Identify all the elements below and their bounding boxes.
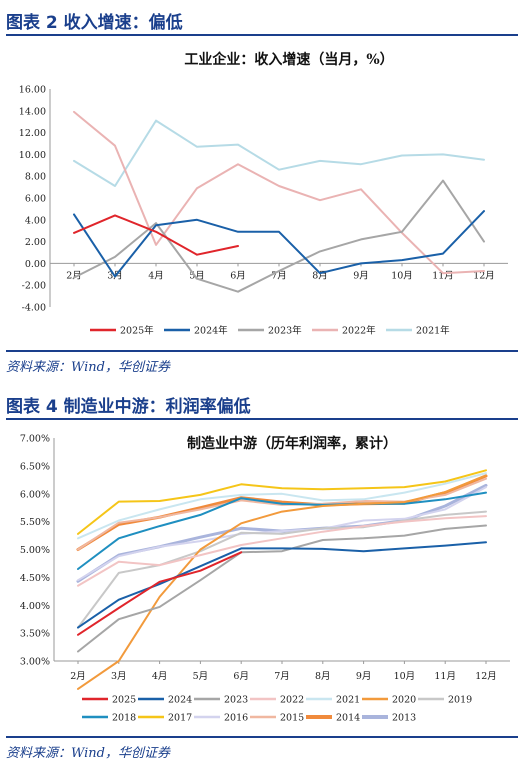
x-tick-label: 2月 [70, 671, 86, 682]
x-tick-label: 2月 [66, 270, 82, 281]
legend-label-2025: 2025 [112, 695, 136, 706]
series-line-2021 [77, 472, 487, 540]
series-line-2018 [77, 491, 487, 570]
legend-label-2021: 2021 [336, 695, 360, 706]
x-tick-label: 5月 [193, 671, 209, 682]
figure1-heading-rule [6, 34, 518, 36]
x-tick-label: 7月 [274, 671, 290, 682]
y-tick-label: 5.50% [20, 517, 50, 528]
figure2-source: 资料来源：Wind，华创证券 [6, 746, 170, 761]
x-tick-label: 7月 [271, 270, 287, 281]
y-tick-label: 4.00% [20, 601, 50, 612]
series-line-2025 [77, 551, 243, 636]
x-tick-label: 12月 [473, 270, 495, 281]
x-tick-label: 9月 [356, 671, 372, 682]
figure1-bottom-rule [6, 350, 518, 352]
series-line-2023年 [73, 179, 485, 293]
series-line-2024 [77, 541, 487, 629]
y-tick-label: 14.00 [19, 106, 46, 117]
y-tick-label: -2.00 [22, 281, 46, 292]
x-tick-label: 8月 [315, 671, 331, 682]
y-tick-label: 8.00 [25, 172, 46, 183]
series-line-2016 [77, 486, 487, 582]
y-tick-label: 6.00% [20, 489, 50, 500]
legend-label-2016: 2016 [224, 713, 248, 724]
y-tick-label: 7.00% [20, 434, 50, 445]
legend-label-2023: 2023 [224, 695, 248, 706]
series-line-2022年 [73, 110, 485, 275]
legend-label-2021年: 2021年 [416, 325, 450, 337]
figure1-heading: 图表 2 收入增速：偏低 [6, 13, 183, 33]
y-tick-label: 5.00% [20, 545, 50, 556]
profit-margin-chart: 制造业中游（历年利润率，累计） 3.00% 3.50% 4.00% 4.50% 5.00%… [20, 434, 510, 724]
revenue-growth-chart: 工业企业：收入增速（当月，%） -4.00 -2.00 0.00 2.00 4.00 6.0… [19, 51, 508, 337]
legend-label-2014: 2014 [336, 713, 360, 724]
x-tick-label: 9月 [353, 270, 369, 281]
y-tick-label: 2.00 [25, 237, 46, 248]
x-tick-label: 8月 [312, 270, 328, 281]
x-tick-label: 6月 [230, 270, 246, 281]
y-tick-label: 6.50% [20, 461, 50, 472]
y-tick-label: -4.00 [22, 303, 46, 314]
chart-title: 制造业中游（历年利润率，累计） [187, 435, 397, 452]
legend-label-2013: 2013 [392, 713, 416, 724]
series-line-2019 [77, 510, 487, 629]
figure1-source: 资料来源：Wind，华创证券 [6, 360, 170, 375]
y-tick-label: 4.00 [25, 215, 46, 226]
legend-label-2022: 2022 [280, 695, 304, 706]
series-line-2017 [77, 469, 487, 535]
series-line-2022 [77, 515, 487, 587]
series-line-2023 [77, 524, 487, 653]
series-line-2020 [77, 474, 487, 690]
y-tick-label: 3.00% [20, 657, 50, 668]
series-line-2025年 [73, 214, 239, 256]
figure2-bottom-rule [6, 736, 518, 738]
x-tick-label: 10月 [391, 270, 413, 281]
x-tick-label: 4月 [152, 671, 168, 682]
legend-label-2024: 2024 [168, 695, 192, 706]
y-tick-label: 16.00 [19, 85, 46, 96]
figure1-chart-panel: 工业企业：收入增速（当月，%） -4.00 -2.00 0.00 2.00 4.00 6.0… [6, 38, 518, 348]
legend-label-2024年: 2024年 [194, 325, 228, 337]
legend-label-2023年: 2023年 [268, 325, 302, 337]
x-tick-label: 3月 [111, 671, 127, 682]
y-tick-label: 6.00 [25, 194, 46, 205]
figure2-heading-rule [6, 418, 518, 420]
chart-title: 工业企业：收入增速（当月，%） [184, 51, 393, 68]
legend-label-2022年: 2022年 [342, 325, 376, 337]
legend-label-2015: 2015 [280, 713, 304, 724]
series-line-2021年 [73, 119, 485, 187]
legend-label-2025年: 2025年 [120, 325, 154, 337]
figure2-heading: 图表 4 制造业中游：利润率偏低 [6, 397, 251, 417]
x-tick-label: 12月 [475, 671, 497, 682]
x-tick-label: 11月 [434, 671, 456, 682]
x-tick-label: 10月 [394, 671, 416, 682]
x-tick-label: 5月 [189, 270, 205, 281]
legend-label-2019: 2019 [448, 695, 472, 706]
legend-label-2018: 2018 [112, 713, 136, 724]
y-tick-label: 12.00 [19, 128, 46, 139]
legend-label-2020: 2020 [392, 695, 416, 706]
y-tick-label: 10.00 [19, 150, 46, 161]
series-line-2024年 [73, 210, 485, 278]
y-tick-label: 0.00 [25, 259, 46, 270]
x-tick-label: 6月 [233, 671, 249, 682]
x-tick-label: 11月 [432, 270, 454, 281]
figure2-chart-panel: 制造业中游（历年利润率，累计） 3.00% 3.50% 4.00% 4.50% 5.00%… [6, 422, 518, 734]
x-tick-label: 4月 [148, 270, 164, 281]
y-tick-label: 3.50% [20, 629, 50, 640]
legend-label-2017: 2017 [168, 713, 192, 724]
y-tick-label: 4.50% [20, 573, 50, 584]
